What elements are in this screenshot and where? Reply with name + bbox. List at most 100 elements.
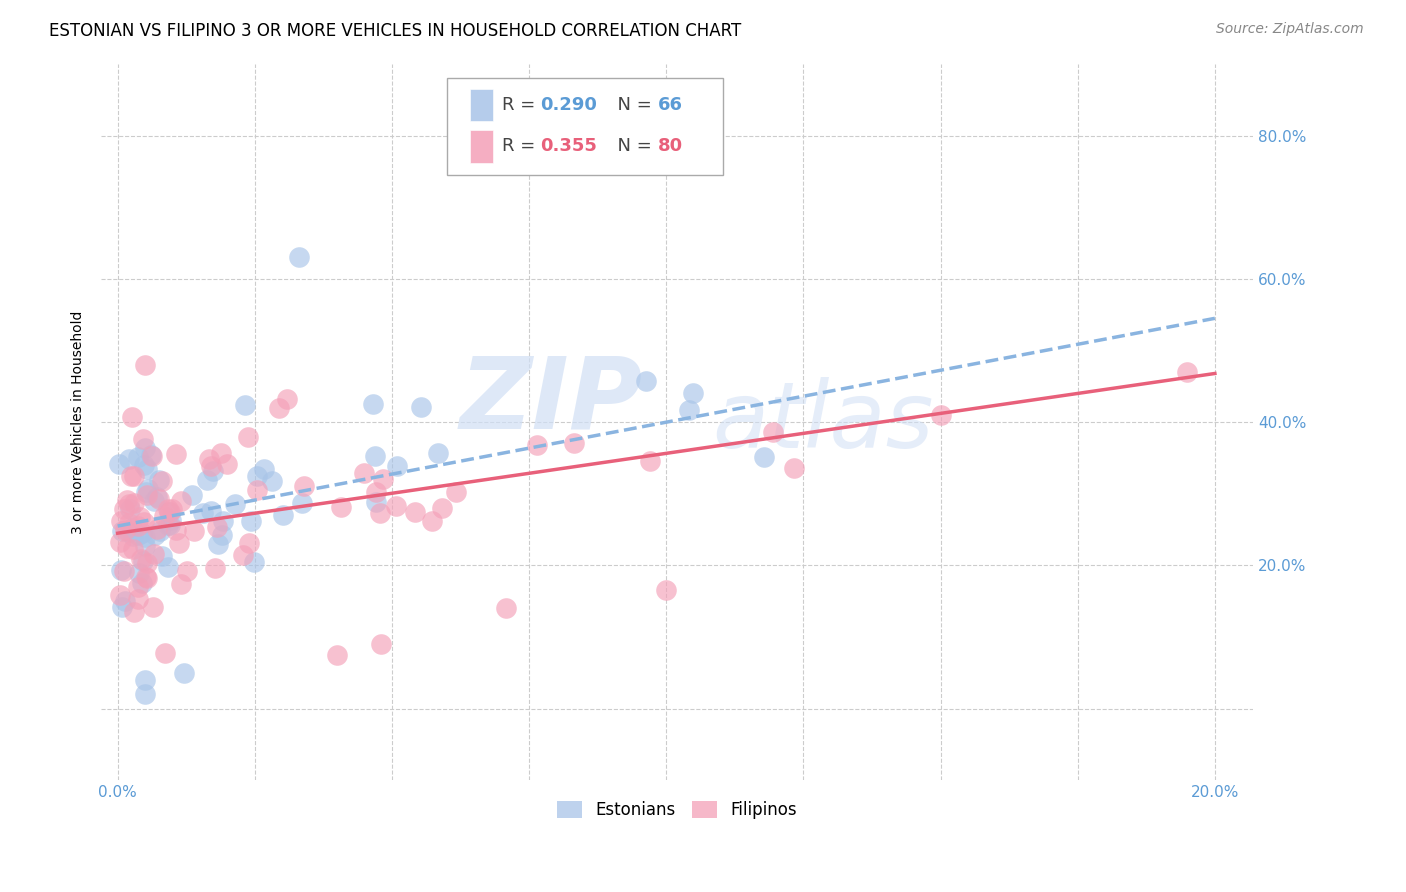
Point xyxy=(212,514,235,528)
Point xyxy=(156,517,179,532)
Point xyxy=(134,358,156,372)
Point xyxy=(132,554,155,568)
Point xyxy=(127,450,149,464)
Text: atlas: atlas xyxy=(711,377,934,467)
Point xyxy=(271,508,294,522)
Point xyxy=(287,251,309,265)
Point xyxy=(139,448,162,462)
Text: R =: R = xyxy=(502,95,541,114)
Point xyxy=(253,462,276,476)
Text: 0.290: 0.290 xyxy=(540,95,598,114)
Point xyxy=(134,687,156,701)
Point xyxy=(181,488,204,502)
Point xyxy=(634,374,657,388)
Point xyxy=(135,570,157,584)
FancyBboxPatch shape xyxy=(470,89,494,121)
Point xyxy=(183,524,205,538)
Legend: Estonians, Filipinos: Estonians, Filipinos xyxy=(551,794,804,826)
Point xyxy=(121,541,143,556)
Point xyxy=(211,528,233,542)
Point xyxy=(128,509,150,524)
Point xyxy=(364,484,387,499)
Point xyxy=(128,566,150,581)
Point xyxy=(117,493,139,508)
Point xyxy=(110,514,132,528)
Point xyxy=(127,528,149,542)
Point xyxy=(385,499,408,513)
Point xyxy=(232,549,254,563)
Point xyxy=(211,446,233,460)
Point xyxy=(236,429,259,443)
Point xyxy=(173,665,195,680)
Point xyxy=(112,502,135,516)
Point xyxy=(135,485,157,500)
Text: N =: N = xyxy=(606,137,658,155)
Point xyxy=(120,502,142,516)
Point xyxy=(363,397,385,411)
Point xyxy=(246,483,269,498)
Point xyxy=(260,474,283,488)
Point xyxy=(205,520,228,534)
Point xyxy=(495,601,517,615)
Point xyxy=(426,445,449,459)
Point xyxy=(136,482,159,496)
Point xyxy=(157,505,180,519)
Point xyxy=(243,555,266,569)
Point xyxy=(655,583,678,598)
Point xyxy=(330,500,353,514)
Point xyxy=(430,501,453,516)
Point xyxy=(364,450,387,464)
Point xyxy=(153,646,176,660)
Point xyxy=(292,478,315,492)
Point xyxy=(111,600,134,615)
Point xyxy=(124,496,146,510)
Point xyxy=(118,452,141,467)
Point xyxy=(127,580,149,594)
Point xyxy=(156,502,179,516)
Point xyxy=(148,473,170,487)
Point xyxy=(217,458,239,472)
Point xyxy=(326,648,349,662)
Point xyxy=(240,514,263,528)
Point xyxy=(131,526,153,541)
FancyBboxPatch shape xyxy=(470,130,494,162)
Point xyxy=(159,518,181,533)
Point xyxy=(371,472,394,486)
Point xyxy=(233,398,256,412)
Point xyxy=(385,459,408,474)
Point xyxy=(146,522,169,536)
Point xyxy=(114,594,136,608)
Point xyxy=(204,561,226,575)
Point xyxy=(142,600,165,615)
Point xyxy=(640,453,662,467)
Point xyxy=(143,547,166,561)
Point xyxy=(202,464,225,478)
Point xyxy=(170,493,193,508)
Point xyxy=(762,425,785,439)
Point xyxy=(134,673,156,687)
Point xyxy=(150,474,173,488)
Point xyxy=(165,447,187,461)
Point xyxy=(150,549,173,563)
Point xyxy=(370,637,392,651)
Text: 0.355: 0.355 xyxy=(540,137,598,155)
Point xyxy=(136,571,159,585)
Point xyxy=(411,401,433,415)
Point xyxy=(122,469,145,483)
Text: ESTONIAN VS FILIPINO 3 OR MORE VEHICLES IN HOUSEHOLD CORRELATION CHART: ESTONIAN VS FILIPINO 3 OR MORE VEHICLES … xyxy=(49,22,741,40)
Point xyxy=(136,462,159,476)
Point xyxy=(134,441,156,455)
Y-axis label: 3 or more Vehicles in Household: 3 or more Vehicles in Household xyxy=(72,310,86,534)
Point xyxy=(752,450,775,464)
Point xyxy=(132,515,155,529)
Point xyxy=(526,438,548,452)
Point xyxy=(276,392,298,406)
Point xyxy=(132,458,155,473)
Point xyxy=(118,516,141,530)
Point xyxy=(200,458,222,473)
Point xyxy=(118,497,141,511)
Point xyxy=(108,457,131,471)
Text: ZIP: ZIP xyxy=(460,352,643,450)
Point xyxy=(114,523,136,537)
Point xyxy=(224,497,246,511)
